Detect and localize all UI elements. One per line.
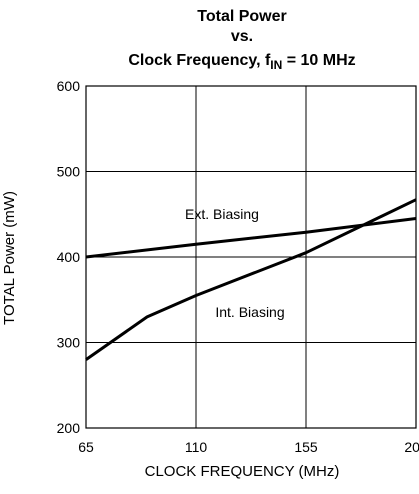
grid-layer <box>85 85 417 429</box>
chart-title-line-1: Total Power <box>197 8 287 25</box>
y-tick-label: 500 <box>57 164 81 180</box>
chart-title-line-3-suffix: = 10 MHz <box>282 52 355 69</box>
y-tick-label: 600 <box>57 78 81 94</box>
label-layer: Ext. Biasing Int. Biasing <box>185 206 285 320</box>
chart-title-line-3-prefix: Clock Frequency, f <box>128 52 271 69</box>
y-tick-label: 200 <box>57 420 81 436</box>
chart-title-line-3: Clock Frequency, fIN = 10 MHz <box>128 52 355 72</box>
series-label-2: Int. Biasing <box>215 304 284 320</box>
series-line-2 <box>85 198 417 361</box>
x-tick-label: 65 <box>78 439 94 455</box>
plot-frame <box>85 85 417 429</box>
y-axis-label: TOTAL Power (mW) <box>1 191 18 325</box>
x-axis-label: CLOCK FREQUENCY (MHz) <box>145 463 340 480</box>
y-tick-label: 400 <box>57 249 81 265</box>
chart-title-line-2: vs. <box>231 28 253 45</box>
tick-layer: 65 110 155 200 200 300 400 500 600 <box>57 78 419 455</box>
series-layer <box>85 198 417 361</box>
x-tick-label: 155 <box>294 439 318 455</box>
y-tick-label: 300 <box>57 335 81 351</box>
series-label-1: Ext. Biasing <box>185 206 259 222</box>
x-tick-label: 110 <box>185 439 208 455</box>
chart-title-line-3-subscript: IN <box>270 58 282 72</box>
x-tick-label: 200 <box>404 439 419 455</box>
